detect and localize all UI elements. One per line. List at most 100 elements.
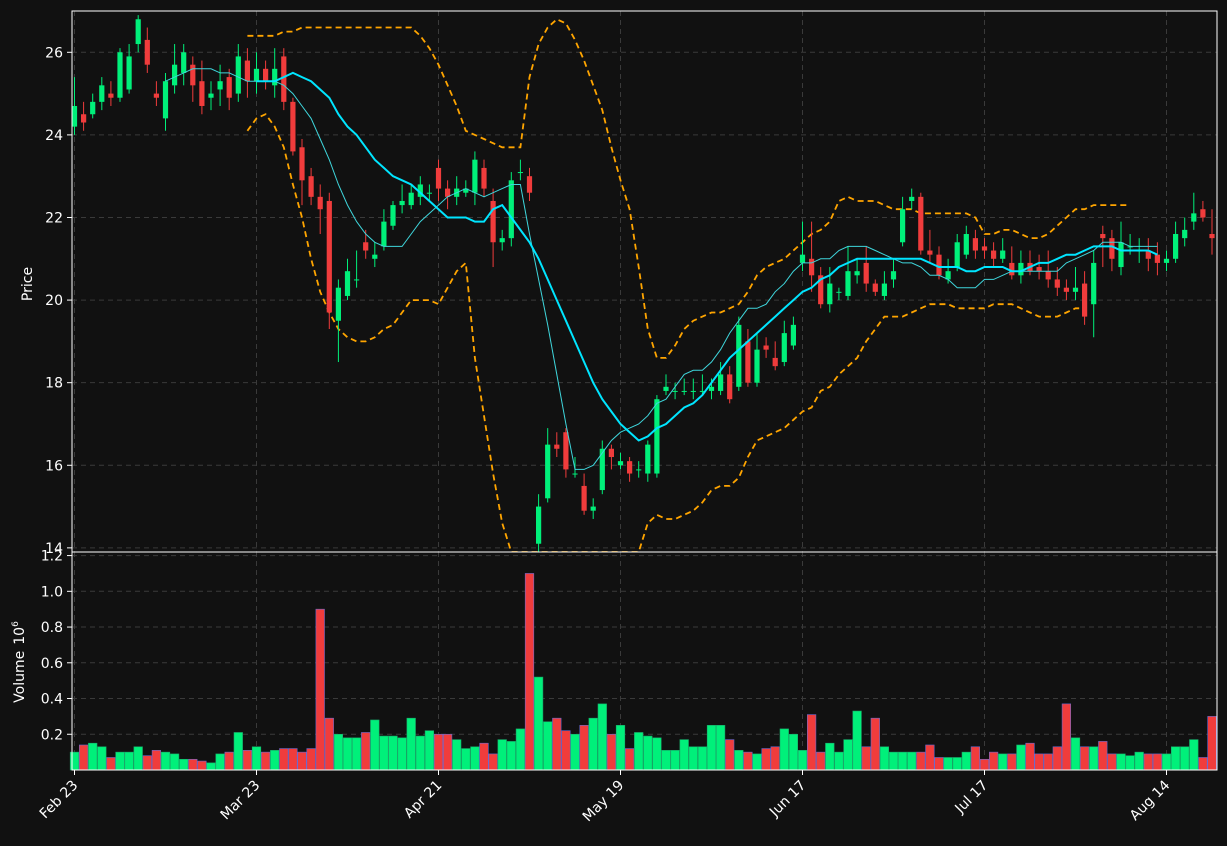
candle-body	[208, 93, 214, 98]
candle-body	[490, 200, 496, 243]
candle-body	[135, 19, 141, 45]
candle-body	[1200, 209, 1206, 218]
candle-body	[299, 147, 305, 181]
volume-bar	[342, 737, 353, 771]
volume-bar	[106, 757, 116, 771]
candle-body	[936, 254, 942, 276]
volume-bar	[861, 746, 871, 771]
volume-bar	[624, 748, 635, 771]
volume-bar	[288, 748, 298, 771]
volume-bar	[1034, 753, 1044, 771]
candle-body	[545, 444, 551, 499]
candle-body	[608, 448, 614, 458]
candle-body	[335, 287, 341, 321]
volume-bar	[233, 732, 243, 771]
candle-body	[226, 77, 232, 98]
volume-tick-label: 0.8	[41, 620, 63, 636]
candle-body	[645, 444, 651, 474]
candle-body	[772, 357, 778, 367]
volume-bar	[725, 739, 735, 771]
volume-bar	[979, 758, 990, 771]
candle-body	[81, 114, 87, 123]
volume-bar	[97, 746, 107, 771]
candle-body	[1009, 262, 1015, 276]
volume-bar	[1052, 746, 1062, 771]
volume-bar	[142, 755, 152, 771]
candle-body	[1173, 234, 1179, 259]
candle-body	[144, 39, 150, 65]
volume-bar	[1189, 739, 1199, 771]
candle-body	[1091, 262, 1097, 305]
volume-bar	[251, 746, 262, 771]
volume-bar	[533, 676, 544, 771]
volume-bar	[297, 751, 307, 771]
volume-tick-label: 1.2	[41, 549, 63, 565]
candle-body	[845, 271, 851, 296]
candle-body	[354, 279, 360, 281]
candle-body	[272, 68, 278, 86]
volume-bar	[488, 753, 498, 771]
volume-bar	[770, 746, 780, 771]
candle-body	[417, 184, 423, 197]
candle-body	[872, 283, 878, 292]
candle-body	[1082, 283, 1088, 317]
volume-bar	[188, 758, 198, 771]
volume-bar	[688, 746, 698, 771]
fast-moving-average-line	[165, 68, 1158, 470]
volume-bar	[124, 751, 134, 771]
candle-body	[281, 56, 287, 102]
candle-body	[326, 200, 332, 313]
candle-body	[526, 176, 533, 193]
volume-bar	[69, 751, 80, 771]
candle-body	[235, 56, 241, 94]
volume-axis-label-text: Volume	[12, 651, 28, 703]
candle-body	[672, 390, 678, 392]
volume-bar	[1161, 753, 1172, 771]
volume-grid	[72, 552, 1217, 770]
candle-body	[1063, 287, 1069, 292]
volume-bar	[88, 742, 98, 771]
volume-bar	[424, 730, 435, 771]
volume-bar	[224, 751, 234, 771]
volume-bar	[1198, 757, 1208, 771]
candle-body	[563, 432, 569, 470]
candle-body	[790, 324, 796, 346]
price-grid	[72, 11, 1217, 552]
volume-bar	[270, 750, 280, 771]
volume-bar	[806, 714, 817, 771]
volume-bar	[934, 757, 944, 771]
candle-body	[818, 275, 824, 305]
volume-bar	[1061, 703, 1071, 771]
volume-bar	[988, 751, 999, 771]
candle-body	[90, 101, 96, 115]
candle-body	[72, 105, 78, 127]
volume-bar	[479, 742, 489, 771]
lower-band-line	[246, 113, 1085, 552]
volume-tick-label: 1.0	[41, 584, 63, 600]
candle-body	[918, 196, 924, 251]
candle-body	[244, 60, 250, 82]
volume-axis-label: Volume 106	[11, 621, 28, 703]
candle-body	[572, 473, 578, 475]
candle-body	[681, 390, 687, 392]
volume-bar	[843, 739, 853, 771]
volume-bar	[961, 751, 971, 771]
volume-bar	[925, 744, 935, 771]
volume-bar	[470, 746, 480, 771]
candle-body	[117, 52, 123, 98]
price-tick-label: 22	[45, 210, 63, 226]
candle-body	[217, 81, 223, 90]
volume-bar	[706, 725, 717, 771]
volume-panel-frame	[71, 551, 1218, 771]
candle-body	[954, 242, 960, 268]
price-tick-label: 26	[45, 45, 63, 61]
volume-bar	[897, 751, 908, 771]
volume-bar	[597, 703, 607, 771]
volume-bar	[916, 751, 926, 771]
candle-body	[536, 506, 542, 544]
volume-bar	[406, 717, 416, 771]
candle-body	[363, 242, 369, 251]
volume-bar	[370, 719, 380, 771]
candle-body	[599, 448, 605, 491]
